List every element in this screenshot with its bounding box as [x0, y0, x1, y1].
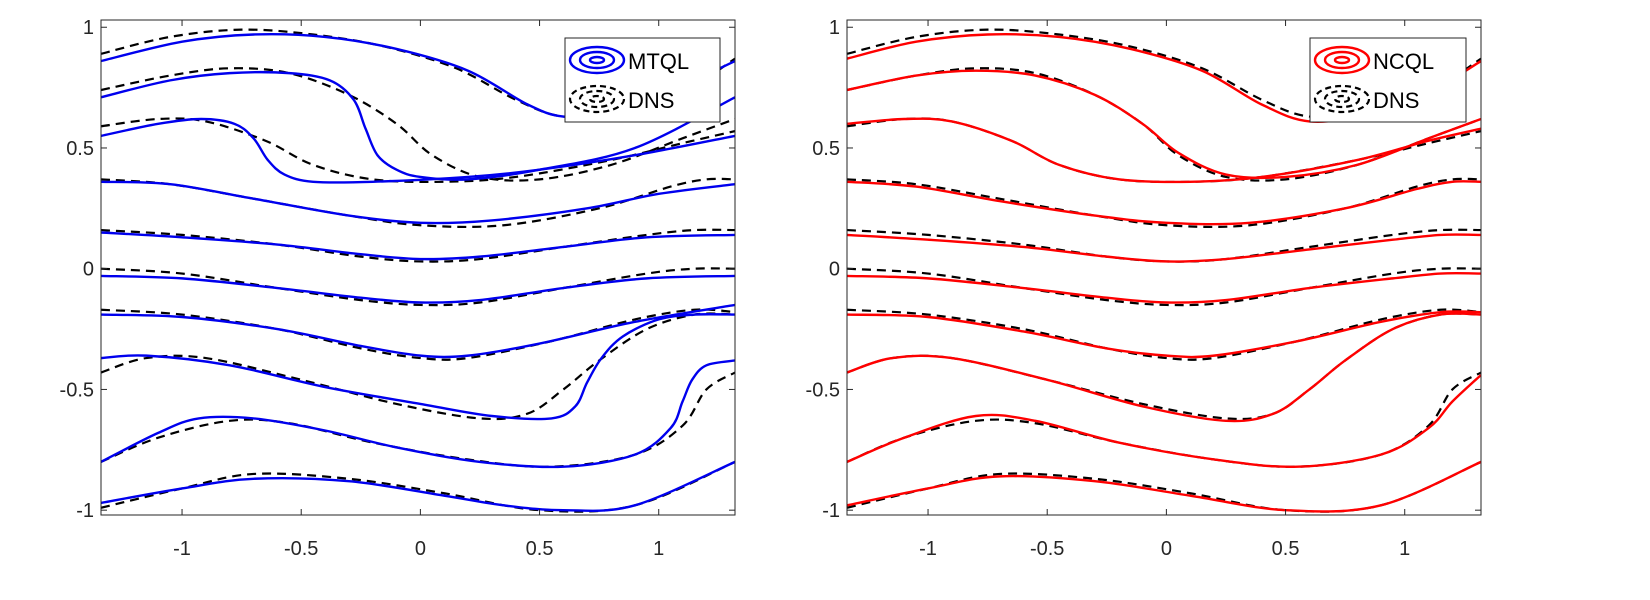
y-tick-label: 1	[829, 17, 840, 39]
y-tick-label: -1	[76, 500, 94, 522]
legend-dns-icon	[1313, 84, 1371, 114]
legend-dns-ellipse	[568, 84, 626, 114]
ncql-contour-line-2	[847, 374, 1481, 469]
ncql-contour-line-3	[847, 312, 1481, 423]
y-tick-label: 1	[83, 17, 94, 39]
mtql-contour-line-7	[101, 180, 735, 225]
axes-box	[100, 19, 736, 516]
legend-model-ellipse	[568, 45, 626, 75]
legend: NCQL DNS	[1309, 37, 1467, 123]
chart-left: -1 -0.5 0 0.5 1 -1 -0.5 0 0.5 1 MTQL DNS	[60, 17, 736, 560]
mtql-contour-line-9	[101, 71, 735, 181]
dns-contour-line-9	[101, 67, 735, 182]
ncql-contour-line-6	[847, 233, 1481, 263]
legend-label-dns: DNS	[1373, 88, 1419, 113]
dns-contour-line-4	[847, 308, 1481, 361]
y-tick-label: 0	[829, 259, 840, 281]
legend-model-icon	[1313, 45, 1371, 75]
y-tick-label: -0.5	[806, 379, 840, 401]
x-tick-label: 0.5	[526, 538, 554, 560]
legend-dns-ellipse	[578, 89, 616, 109]
y-tick-label: 0.5	[66, 138, 94, 160]
ncql-contour-line-7	[847, 180, 1481, 226]
dns-contour-line-7	[847, 177, 1481, 229]
legend-model-ellipse	[578, 50, 616, 70]
mtql-contour-line-4	[101, 303, 735, 359]
y-tick-label: -1	[822, 500, 840, 522]
ncql-contour-line-9	[847, 69, 1481, 180]
axes-box	[846, 19, 1482, 516]
dns-contour-line-4	[101, 308, 735, 361]
legend-model-ellipse	[1313, 45, 1371, 75]
legend-dns-ellipse	[588, 94, 606, 104]
curves	[847, 28, 1481, 513]
legend-label-model: MTQL	[628, 49, 689, 74]
x-tick-label: 0.5	[1272, 538, 1300, 560]
legend-model-ellipse	[588, 55, 606, 65]
legend-dns-ellipse	[1333, 94, 1351, 104]
chart-right: -1 -0.5 0 0.5 1 -1 -0.5 0 0.5 1 NCQL DNS	[806, 17, 1482, 560]
mtql-contour-line-1	[101, 460, 735, 513]
mtql-contour-line-6	[101, 231, 735, 261]
y-ticks: -1 -0.5 0 0.5 1	[806, 17, 1481, 522]
ncql-contour-line-1	[847, 460, 1481, 513]
legend-dns-icon	[568, 84, 626, 114]
x-tick-label: -1	[919, 538, 937, 560]
y-tick-label: 0	[83, 259, 94, 281]
y-tick-label: 0.5	[812, 138, 840, 160]
legend-label-model: NCQL	[1373, 49, 1434, 74]
mtql-contour-line-3	[101, 313, 735, 421]
x-tick-label: 1	[653, 538, 664, 560]
legend-dns-ellipse	[1313, 84, 1371, 114]
dns-contour-line-3	[101, 312, 735, 421]
y-ticks: -1 -0.5 0 0.5 1	[60, 17, 735, 522]
x-tick-label: -0.5	[284, 538, 318, 560]
curves	[101, 28, 735, 513]
x-tick-label: 1	[1399, 538, 1410, 560]
legend-dns-ellipse	[1323, 89, 1361, 109]
legend-label-dns: DNS	[628, 88, 674, 113]
mtql-contour-line-5	[101, 274, 735, 304]
ncql-contour-line-4	[847, 310, 1481, 359]
x-tick-label: -1	[173, 538, 191, 560]
ncql-contour-line-5	[847, 271, 1481, 304]
x-tick-label: 0	[1161, 538, 1172, 560]
legend-model-icon	[568, 45, 626, 75]
legend: MTQL DNS	[564, 37, 721, 123]
legend-model-ellipse	[1323, 50, 1361, 70]
x-ticks: -1 -0.5 0 0.5 1	[173, 20, 664, 560]
y-tick-label: -0.5	[60, 379, 94, 401]
x-tick-label: -0.5	[1030, 538, 1064, 560]
mtql-contour-line-2	[101, 359, 735, 469]
ncql-contour-line-8	[847, 117, 1481, 184]
legend-model-ellipse	[1333, 55, 1351, 65]
x-ticks: -1 -0.5 0 0.5 1	[919, 20, 1410, 560]
x-tick-label: 0	[415, 538, 426, 560]
